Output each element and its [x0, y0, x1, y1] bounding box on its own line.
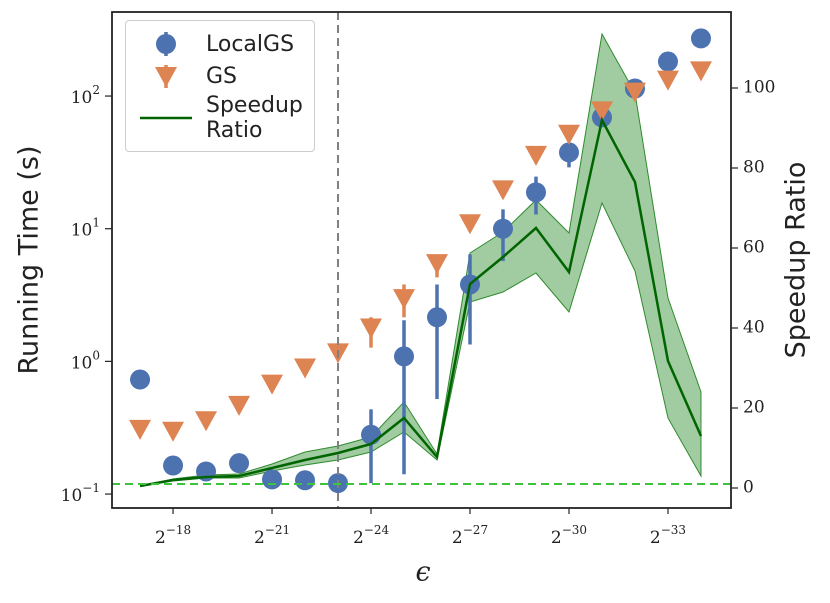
gs-point: [393, 289, 416, 310]
tick-label: 2−30: [551, 523, 587, 548]
tick-label: 2−24: [353, 523, 390, 548]
gs-point: [491, 180, 514, 201]
gs-point: [195, 411, 218, 432]
gs-point: [162, 421, 185, 442]
tick-label: 101: [71, 215, 100, 240]
legend-entry: Speedup Ratio: [126, 93, 314, 143]
gs-point: [524, 145, 547, 166]
tick-label: 2−27: [452, 523, 488, 548]
y2-tick-label: 60: [743, 238, 765, 258]
gs-point: [656, 70, 679, 91]
x-axis-label: ϵ: [415, 557, 430, 588]
localgs-point: [558, 142, 579, 163]
speedup-line: [139, 116, 703, 488]
plot-frame: [111, 11, 732, 509]
gs-point: [294, 358, 317, 379]
gs-point: [590, 101, 613, 122]
legend-marker: [155, 65, 177, 88]
legend-marker: [140, 116, 192, 120]
gs-point: [623, 82, 646, 103]
y2-tick-label: 20: [743, 398, 765, 418]
localgs-point: [394, 346, 415, 367]
tick-label: 2−21: [254, 523, 290, 548]
tick-label: 2−18: [155, 523, 191, 548]
y2-axis-label: Speedup Ratio: [781, 162, 812, 359]
localgs-point: [525, 182, 546, 203]
tick-label: 100: [71, 348, 100, 373]
localgs-point: [163, 455, 184, 476]
localgs-point: [427, 307, 448, 328]
gs-point: [228, 395, 251, 416]
tick-label: 2−33: [650, 523, 686, 548]
legend: LocalGS GS Speedup Ratio: [125, 20, 315, 152]
gs-point: [689, 61, 712, 82]
gs-point: [426, 254, 449, 275]
legend-marker: [156, 32, 176, 56]
y2-tick-label: 80: [743, 158, 765, 178]
y2-tick-label: 40: [743, 318, 765, 338]
legend-entry: LocalGS: [126, 29, 314, 59]
y-axis-label: Running Time (s): [14, 145, 45, 374]
localgs-point: [361, 424, 382, 445]
localgs-point: [295, 470, 316, 491]
legend-entry: GS: [126, 61, 314, 91]
gs-point: [261, 374, 284, 395]
gs-point: [459, 214, 482, 235]
legend-label: LocalGS: [206, 31, 295, 57]
gs-point: [557, 124, 580, 145]
legend-label: Speedup Ratio: [206, 93, 303, 143]
y2-tick-label: 100: [743, 78, 775, 98]
legend-label: GS: [206, 63, 238, 89]
localgs-point: [130, 369, 151, 390]
gs-point: [129, 419, 152, 440]
localgs-point: [657, 51, 678, 72]
tick-label: 10−1: [61, 481, 100, 506]
gs-point: [360, 318, 383, 339]
localgs-point: [492, 218, 513, 239]
localgs-point: [229, 453, 250, 474]
y2-tick-label: 0: [743, 478, 754, 498]
tick-label: 102: [71, 83, 100, 108]
localgs-point: [262, 469, 283, 490]
localgs-point: [690, 28, 711, 49]
